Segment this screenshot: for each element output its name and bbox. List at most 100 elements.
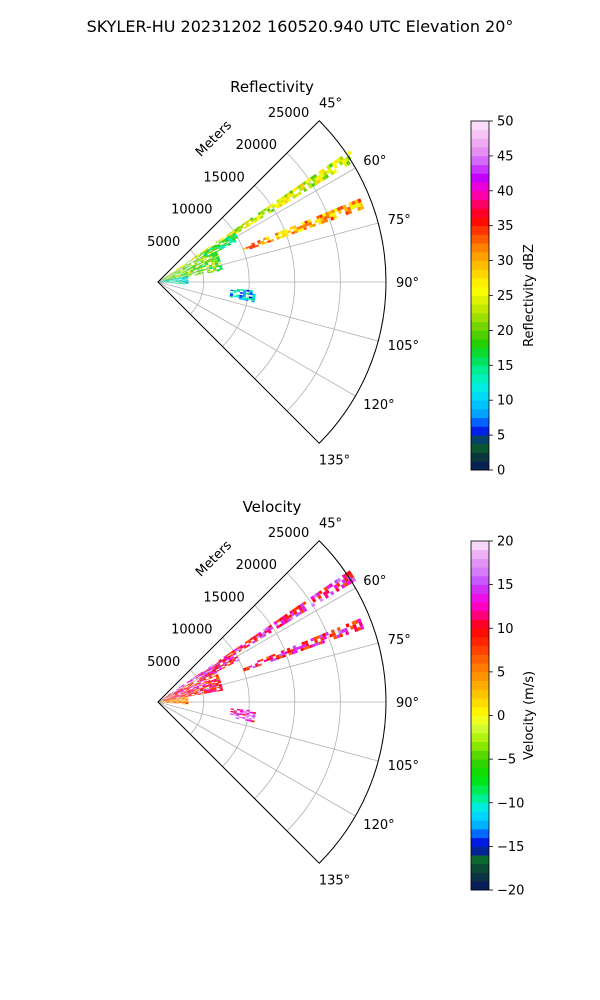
echo-gate xyxy=(244,220,249,225)
echo-gate xyxy=(204,253,208,257)
echo-gate xyxy=(320,168,326,174)
echo-gate xyxy=(208,254,212,258)
echo-gate xyxy=(181,698,186,700)
echo-gate xyxy=(174,271,178,274)
echo-gate xyxy=(222,661,227,665)
colorbar-tick-label: 5 xyxy=(497,665,505,680)
echo-gate xyxy=(202,256,206,260)
echo-gate xyxy=(318,634,324,639)
echo-gate xyxy=(337,209,343,215)
echo-gate xyxy=(192,677,196,680)
echo-gate xyxy=(324,631,329,636)
echo-gate xyxy=(226,235,231,239)
echo-gate xyxy=(251,243,256,247)
echo-gate xyxy=(255,244,260,248)
echo-layer xyxy=(159,150,365,303)
echo-gate xyxy=(175,694,179,697)
echo-gate xyxy=(354,199,359,205)
echo-gate xyxy=(223,242,227,246)
echo-gate xyxy=(166,700,170,701)
echo-gate xyxy=(166,698,170,700)
echo-gate xyxy=(351,620,356,626)
echo-gate xyxy=(240,289,244,291)
echo-gate xyxy=(294,606,299,611)
echo-gate xyxy=(244,640,249,645)
echo-gate xyxy=(166,699,170,701)
echo-gate xyxy=(195,686,200,689)
echo-gate xyxy=(211,667,216,671)
echo-gate xyxy=(203,691,208,694)
echo-gate xyxy=(176,688,180,691)
echo-gate xyxy=(181,696,185,698)
echo-gate xyxy=(169,699,173,701)
echo-gate xyxy=(216,662,220,666)
azimuth-tick-label: 135° xyxy=(319,454,350,469)
echo-gate xyxy=(163,278,167,281)
echo-gate xyxy=(166,278,170,280)
echo-gate xyxy=(178,698,182,700)
echo-gate xyxy=(172,277,176,279)
echo-gate xyxy=(174,273,178,275)
echo-gate xyxy=(178,280,183,281)
echo-gate xyxy=(274,202,279,207)
echo-gate xyxy=(275,234,280,238)
echo-gate xyxy=(172,699,176,700)
echo-gate xyxy=(248,719,252,722)
echo-gate xyxy=(213,269,217,272)
echo-gate xyxy=(185,277,189,279)
echo-gate xyxy=(210,690,214,692)
echo-gate xyxy=(249,293,253,296)
echo-gate xyxy=(317,594,322,600)
echo-gate xyxy=(257,631,262,636)
echo-gate xyxy=(162,278,166,280)
colorbar-segment xyxy=(471,628,489,638)
echo-gate xyxy=(190,682,194,685)
echo-gate xyxy=(318,214,324,219)
echo-gate xyxy=(178,698,182,700)
echo-gate xyxy=(182,266,186,269)
echo-gate xyxy=(347,150,352,156)
colorbar-segment xyxy=(471,558,489,568)
echo-gate xyxy=(163,699,167,701)
echo-gate xyxy=(188,273,192,276)
echo-gate xyxy=(174,693,179,696)
echo-gate xyxy=(180,271,184,274)
colorbar-segment xyxy=(471,234,489,244)
echo-gate xyxy=(205,249,209,253)
echo-gate xyxy=(191,692,195,695)
echo-gate xyxy=(184,272,188,274)
echo-gate xyxy=(166,278,170,280)
echo-gate xyxy=(215,240,219,244)
azimuth-tick-label: 105° xyxy=(388,759,419,774)
echo-gate xyxy=(338,160,344,166)
echo-gate xyxy=(210,252,215,255)
echo-gate xyxy=(204,682,209,685)
colorbar-segment xyxy=(471,855,489,865)
echo-gate xyxy=(302,187,308,193)
echo-gate xyxy=(298,607,303,612)
echo-gate xyxy=(190,269,194,272)
echo-gate xyxy=(230,708,234,710)
echo-gate xyxy=(333,164,338,170)
echo-gate xyxy=(162,698,166,700)
colorbar-segment xyxy=(471,295,489,305)
echo-gate xyxy=(276,625,281,629)
echo-gate xyxy=(178,696,182,698)
echo-gate xyxy=(318,170,323,175)
echo-gate xyxy=(346,580,351,586)
echo-gate xyxy=(197,680,201,683)
echo-gate xyxy=(172,280,176,281)
echo-gate xyxy=(202,686,206,689)
echo-gate xyxy=(239,292,244,294)
echo-gate xyxy=(302,601,307,606)
echo-gate xyxy=(249,711,253,714)
echo-gate xyxy=(343,577,349,583)
echo-gate xyxy=(211,247,216,251)
echo-gate xyxy=(177,691,181,693)
colorbar-segment xyxy=(471,243,489,253)
echo-gate xyxy=(312,593,318,599)
echo-gate xyxy=(289,190,294,195)
echo-gate xyxy=(166,699,170,701)
echo-gate xyxy=(257,217,262,221)
echo-gate xyxy=(267,630,272,634)
